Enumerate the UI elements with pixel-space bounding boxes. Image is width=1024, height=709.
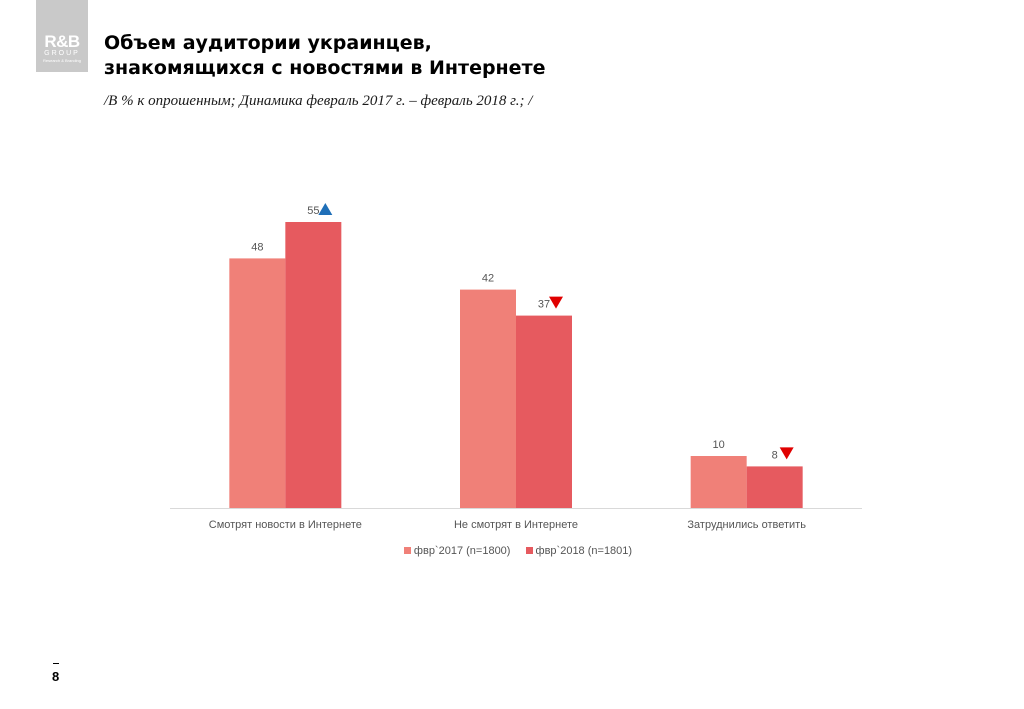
data-label-s1-c1: 37 [538,299,550,311]
data-label-s0-c1: 42 [482,273,494,285]
bar-s1-c2 [746,466,803,508]
x-tick-label-1: Не смотрят в Интернете [454,519,578,531]
legend-item-2017: фвр`2017 (n=1800) [403,545,511,557]
page-number: 8 [52,669,60,684]
slide-title: Объем аудитории украинцев, знакомящихся … [104,31,545,81]
bar-s0-c2 [690,456,747,508]
x-tick-label-0: Смотрят новости в Интернете [209,519,362,531]
company-logo: R&B GROUP Research & Branding [36,0,88,72]
data-label-s1-c2: 8 [772,449,778,461]
change-marker-down-2 [779,447,794,460]
x-tick-label-2: Затруднились ответить [687,519,806,531]
slide-title-line-2: знакомящихся с новостями в Интернете [104,57,546,79]
legend-item-2018: фвр`2018 (n=1801) [525,545,633,557]
data-label-s0-c2: 10 [713,439,725,451]
bar-s0-c0 [229,258,286,508]
bar-s1-c1 [516,315,572,508]
slide-title-line-1: Объем аудитории украинцев, [104,32,432,54]
change-marker-up-0 [318,203,333,215]
bar-s0-c1 [460,289,516,508]
bar-s1-c0 [285,222,342,508]
legend-swatch-2017 [403,547,411,554]
legend-swatch-2018 [525,547,533,554]
slide-subtitle: /В % к опрошенным; Динамика февраль 2017… [104,93,533,109]
data-label-s1-c0: 55 [307,205,319,217]
chart-legend: фвр`2017 (n=1800) фвр`2018 (n=1801) [0,545,1024,557]
legend-label-2017: фвр`2017 (n=1800) [413,545,511,557]
change-marker-down-1 [549,296,563,309]
data-label-s0-c0: 48 [251,241,263,253]
page-number-mark [53,663,59,664]
legend-label-2018: фвр`2018 (n=1801) [535,545,633,557]
